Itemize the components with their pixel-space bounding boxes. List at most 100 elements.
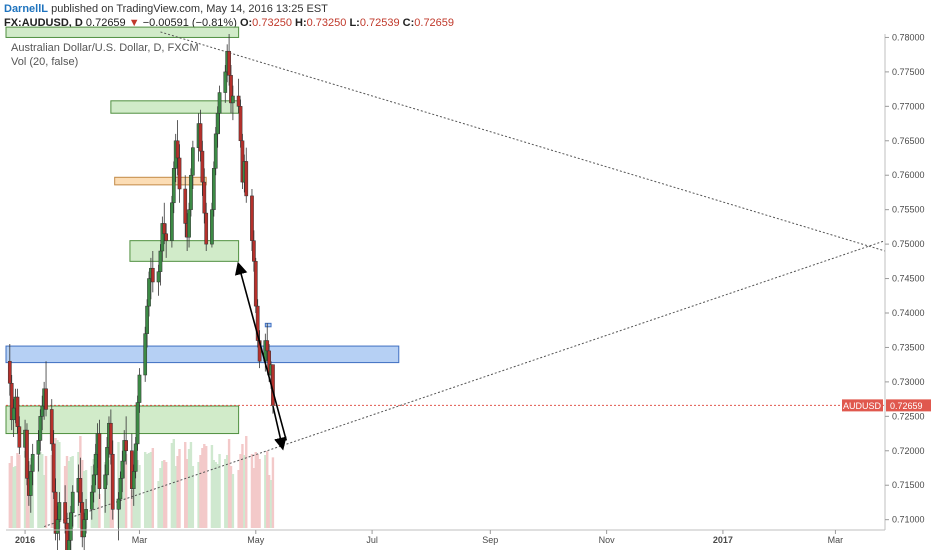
volume-bar bbox=[145, 454, 149, 528]
volume-bar bbox=[250, 454, 254, 528]
candle-body bbox=[55, 519, 60, 534]
candle-down bbox=[44, 361, 48, 417]
orange-zone[interactable] bbox=[114, 176, 207, 186]
candle-up bbox=[135, 395, 140, 451]
candle-body bbox=[223, 71, 228, 93]
volume-bar bbox=[199, 455, 202, 528]
blue-zone[interactable] bbox=[5, 345, 400, 364]
candle-down bbox=[255, 299, 260, 348]
candle-body bbox=[177, 157, 182, 190]
author-link[interactable]: DarnellL bbox=[4, 3, 49, 15]
candle-down bbox=[227, 34, 231, 86]
candle-body bbox=[198, 123, 203, 152]
volume-bar bbox=[237, 470, 240, 528]
high-value: 0.73250 bbox=[306, 17, 347, 29]
volume-bar bbox=[42, 475, 46, 528]
volume-bar bbox=[214, 462, 217, 528]
candle-up bbox=[231, 85, 235, 121]
candle-body bbox=[175, 140, 180, 159]
candle-body bbox=[103, 474, 107, 489]
green-zone[interactable] bbox=[5, 26, 240, 38]
volume-bar bbox=[201, 448, 204, 528]
candle-body bbox=[265, 340, 270, 352]
candle-body bbox=[137, 374, 142, 403]
projection-arrows[interactable] bbox=[234, 261, 288, 451]
volume-bar bbox=[12, 467, 15, 528]
candle-body bbox=[156, 271, 161, 283]
volume-bar bbox=[8, 463, 12, 528]
candle-body bbox=[191, 147, 195, 176]
volume-bar bbox=[16, 453, 19, 528]
candle-body bbox=[253, 261, 258, 307]
candle-up bbox=[84, 499, 88, 534]
candle-down bbox=[204, 202, 209, 251]
candle-down bbox=[109, 409, 113, 465]
candle-body bbox=[147, 278, 151, 307]
volume-bar bbox=[96, 445, 99, 528]
candle-down bbox=[110, 440, 115, 520]
candle-body bbox=[28, 471, 33, 496]
volume-bar bbox=[216, 464, 219, 528]
candle-body bbox=[171, 168, 176, 204]
volume-bar bbox=[191, 466, 195, 528]
candle-down bbox=[250, 189, 254, 251]
green-zone[interactable] bbox=[5, 405, 240, 435]
candle-down bbox=[49, 399, 54, 451]
volume-bar bbox=[187, 449, 191, 528]
candle-body bbox=[38, 416, 43, 441]
candle-body bbox=[135, 402, 140, 445]
candle-body bbox=[200, 150, 205, 183]
candle-body bbox=[40, 405, 45, 417]
publish-header: DarnellL published on TradingView.com, M… bbox=[4, 3, 328, 15]
green-zone[interactable] bbox=[129, 240, 240, 262]
candle-body bbox=[217, 92, 222, 114]
volume-bar bbox=[172, 439, 175, 528]
time-tick-label: Jul bbox=[366, 535, 378, 545]
candle-body bbox=[120, 460, 125, 479]
candle-body bbox=[213, 133, 218, 169]
volume-bar bbox=[143, 452, 147, 528]
candle-body bbox=[204, 212, 209, 245]
volume-bar bbox=[163, 460, 166, 528]
volume-bar bbox=[254, 452, 257, 528]
candle-body bbox=[109, 422, 113, 455]
candle-down bbox=[164, 223, 169, 258]
candle-body bbox=[105, 447, 109, 476]
symbol-legend: Australian Dollar/U.S. Dollar, D, FXCM bbox=[11, 42, 199, 54]
candle-body bbox=[145, 305, 149, 334]
quote-line: FX:AUDUSD, D 0.72659 ▼ −0.00591 (−0.81%)… bbox=[4, 17, 454, 29]
projection-arrow[interactable] bbox=[234, 261, 288, 441]
price-tick-label: 0.77000 bbox=[892, 101, 925, 111]
trend-line[interactable] bbox=[43, 240, 886, 528]
volume-bar bbox=[67, 461, 71, 528]
candles bbox=[7, 34, 275, 550]
candle-body bbox=[36, 440, 41, 455]
volume-bar bbox=[231, 474, 235, 528]
price-tick-label: 0.77500 bbox=[892, 67, 925, 77]
volume-bar bbox=[159, 468, 162, 528]
zones[interactable] bbox=[5, 26, 400, 435]
price-tick-label: 0.71000 bbox=[892, 515, 925, 525]
price-tick-label: 0.71500 bbox=[892, 480, 925, 490]
low-label: L: bbox=[349, 17, 360, 29]
volume-legend: Vol (20, false) bbox=[11, 56, 78, 68]
volume-bar bbox=[239, 454, 242, 528]
candle-body bbox=[183, 188, 188, 224]
trend-lines[interactable] bbox=[6, 31, 886, 528]
volume-bar bbox=[25, 454, 29, 528]
time-tick-label: 2016 bbox=[15, 535, 35, 545]
candle-down bbox=[200, 140, 205, 196]
candle-down bbox=[202, 168, 207, 224]
blue-zone[interactable] bbox=[264, 322, 272, 328]
trend-line[interactable] bbox=[160, 31, 886, 252]
projection-arrow[interactable] bbox=[272, 405, 287, 451]
volume-bar bbox=[258, 459, 261, 528]
candle-body bbox=[133, 443, 138, 472]
volume-bar bbox=[56, 440, 59, 528]
open-value: 0.73250 bbox=[252, 17, 292, 29]
candle-body bbox=[211, 168, 216, 210]
symbol-price-tag-label: AUDUSD bbox=[843, 401, 882, 411]
volume-bar bbox=[164, 462, 168, 528]
time-tick-label: Sep bbox=[482, 535, 498, 545]
